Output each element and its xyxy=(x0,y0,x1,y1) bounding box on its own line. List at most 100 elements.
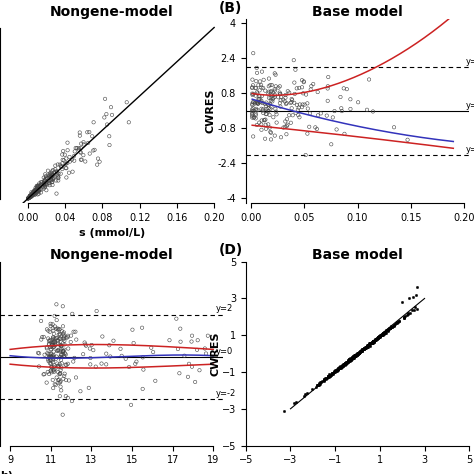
Point xyxy=(346,355,354,362)
Point xyxy=(53,334,61,342)
Point xyxy=(46,328,54,336)
Point xyxy=(70,328,77,336)
Point xyxy=(51,338,58,346)
Point xyxy=(260,116,268,124)
Point xyxy=(347,355,355,363)
Point xyxy=(363,343,370,351)
Point xyxy=(338,107,346,115)
Point xyxy=(269,89,277,96)
Point xyxy=(353,351,360,358)
Point xyxy=(353,349,361,357)
Point xyxy=(328,140,335,148)
Point xyxy=(413,305,420,313)
Point xyxy=(41,181,48,188)
Point xyxy=(248,100,256,108)
Point xyxy=(355,350,362,358)
Point xyxy=(35,187,42,194)
Point xyxy=(36,186,43,194)
Point xyxy=(263,110,270,118)
Point xyxy=(347,356,355,364)
Point xyxy=(339,362,347,370)
Point xyxy=(35,187,43,194)
Point xyxy=(341,360,348,367)
Point xyxy=(346,357,353,365)
Point xyxy=(369,108,377,115)
Point xyxy=(46,173,53,181)
Point xyxy=(96,158,103,165)
Point xyxy=(88,132,96,140)
Point xyxy=(58,151,66,158)
Point xyxy=(322,374,330,382)
Point xyxy=(347,356,355,364)
Point xyxy=(333,367,340,374)
Point xyxy=(351,352,358,360)
Point xyxy=(358,347,365,355)
Point xyxy=(386,325,394,332)
Text: y=0: y=0 xyxy=(0,346,2,355)
Point xyxy=(272,108,280,116)
Point xyxy=(55,174,62,182)
Point xyxy=(324,82,332,90)
Point xyxy=(258,92,266,100)
Point xyxy=(46,354,53,362)
Point xyxy=(378,331,385,339)
Point xyxy=(92,363,100,371)
Point xyxy=(282,118,289,125)
Point xyxy=(248,83,256,91)
Point xyxy=(47,169,55,177)
Point xyxy=(49,181,56,189)
Point xyxy=(255,96,262,103)
Point xyxy=(45,179,53,187)
Point xyxy=(47,350,55,358)
Point xyxy=(53,168,61,176)
Point xyxy=(368,339,375,347)
Point xyxy=(252,84,259,91)
Point xyxy=(370,337,377,345)
Point xyxy=(38,333,46,341)
Point xyxy=(373,334,381,342)
Point xyxy=(352,352,359,359)
Point xyxy=(33,184,40,192)
Point xyxy=(194,337,201,344)
Point xyxy=(26,194,33,201)
Point xyxy=(262,108,269,115)
Point xyxy=(328,370,335,378)
Point xyxy=(342,359,349,366)
Point xyxy=(49,324,56,332)
Point xyxy=(360,345,368,352)
Point xyxy=(340,360,348,367)
Point xyxy=(366,339,374,347)
Point xyxy=(262,121,269,128)
Point xyxy=(356,347,364,355)
Point xyxy=(106,141,113,149)
Point xyxy=(83,128,91,136)
Point xyxy=(55,331,63,338)
Point xyxy=(25,194,33,202)
Point xyxy=(282,91,289,99)
Point xyxy=(254,100,262,107)
Point xyxy=(33,187,41,195)
Point xyxy=(34,185,41,192)
Point xyxy=(267,129,275,137)
Point xyxy=(53,177,60,184)
Point xyxy=(54,173,62,180)
Point xyxy=(80,141,88,148)
Point xyxy=(269,96,276,103)
Point xyxy=(55,326,63,333)
Point xyxy=(274,93,282,101)
Point xyxy=(298,103,306,111)
Point xyxy=(259,107,266,114)
Point xyxy=(351,352,359,360)
Point xyxy=(249,82,257,89)
Point xyxy=(333,366,340,374)
Point xyxy=(56,330,64,337)
Point xyxy=(351,351,359,359)
Point xyxy=(384,327,392,335)
Point xyxy=(330,368,337,375)
Point xyxy=(32,186,40,194)
Point xyxy=(53,190,60,197)
Point xyxy=(250,114,257,121)
Point xyxy=(352,353,360,360)
Point xyxy=(336,363,343,371)
Point xyxy=(41,177,48,185)
